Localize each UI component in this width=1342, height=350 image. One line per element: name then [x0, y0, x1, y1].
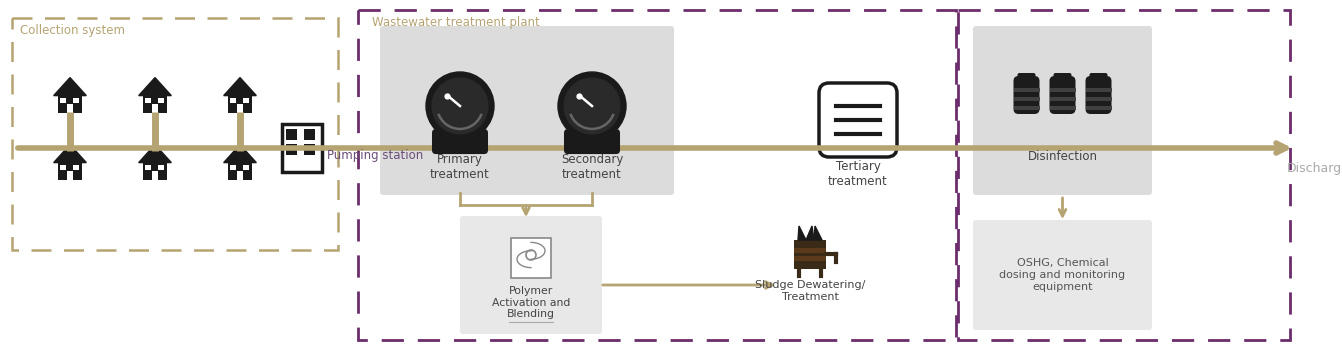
FancyBboxPatch shape: [152, 104, 158, 113]
FancyBboxPatch shape: [60, 164, 66, 170]
Bar: [358, 10, 956, 340]
FancyBboxPatch shape: [973, 220, 1151, 330]
Bar: [1013, 88, 1040, 92]
FancyBboxPatch shape: [564, 129, 620, 154]
Text: Discharge: Discharge: [1287, 162, 1342, 175]
FancyBboxPatch shape: [1053, 73, 1071, 81]
Text: Tertiary
treatment: Tertiary treatment: [828, 160, 888, 188]
Polygon shape: [798, 226, 807, 240]
Bar: [958, 10, 1290, 340]
Text: Pumping station: Pumping station: [327, 149, 423, 162]
Bar: [12, 18, 338, 250]
Text: Secondary
treatment: Secondary treatment: [561, 153, 623, 181]
FancyBboxPatch shape: [58, 163, 82, 180]
FancyBboxPatch shape: [236, 104, 243, 113]
FancyBboxPatch shape: [60, 98, 66, 103]
Polygon shape: [224, 145, 256, 163]
Circle shape: [564, 78, 620, 134]
FancyBboxPatch shape: [229, 164, 236, 170]
Polygon shape: [807, 226, 815, 240]
FancyBboxPatch shape: [1013, 76, 1040, 114]
FancyBboxPatch shape: [67, 171, 74, 180]
FancyBboxPatch shape: [282, 124, 322, 172]
FancyBboxPatch shape: [460, 216, 603, 334]
FancyBboxPatch shape: [1017, 73, 1036, 81]
FancyBboxPatch shape: [432, 129, 488, 154]
Text: OSHG, Chemical
dosing and monitoring
equipment: OSHG, Chemical dosing and monitoring equ…: [1000, 258, 1126, 292]
Bar: [1049, 97, 1075, 101]
FancyBboxPatch shape: [794, 248, 825, 253]
FancyBboxPatch shape: [236, 171, 243, 180]
FancyBboxPatch shape: [286, 129, 297, 140]
FancyBboxPatch shape: [1086, 76, 1111, 114]
Bar: [1086, 106, 1111, 110]
FancyBboxPatch shape: [67, 104, 74, 113]
FancyBboxPatch shape: [243, 98, 250, 103]
FancyBboxPatch shape: [1090, 73, 1107, 81]
FancyBboxPatch shape: [243, 164, 250, 170]
Polygon shape: [138, 145, 172, 163]
FancyBboxPatch shape: [74, 98, 79, 103]
FancyBboxPatch shape: [794, 264, 825, 269]
Circle shape: [425, 72, 494, 140]
Bar: [1049, 106, 1075, 110]
Bar: [1086, 97, 1111, 101]
Bar: [1013, 97, 1040, 101]
Bar: [1049, 88, 1075, 92]
FancyBboxPatch shape: [145, 98, 150, 103]
FancyBboxPatch shape: [973, 26, 1151, 195]
Text: Primary
treatment: Primary treatment: [431, 153, 490, 181]
FancyBboxPatch shape: [228, 96, 252, 113]
Text: Polymer
Activation and
Blending: Polymer Activation and Blending: [491, 286, 570, 319]
Circle shape: [558, 72, 625, 140]
FancyBboxPatch shape: [511, 238, 552, 278]
Bar: [1086, 88, 1111, 92]
Polygon shape: [54, 78, 86, 96]
Text: Sludge Dewatering/
Treatment: Sludge Dewatering/ Treatment: [754, 280, 866, 302]
FancyBboxPatch shape: [380, 26, 674, 195]
Text: Disinfection: Disinfection: [1028, 150, 1098, 163]
FancyBboxPatch shape: [158, 98, 164, 103]
Bar: [1013, 106, 1040, 110]
FancyBboxPatch shape: [152, 171, 158, 180]
FancyBboxPatch shape: [305, 144, 315, 155]
FancyBboxPatch shape: [142, 163, 168, 180]
Text: Wastewater treatment plant: Wastewater treatment plant: [372, 16, 539, 29]
FancyBboxPatch shape: [58, 96, 82, 113]
FancyBboxPatch shape: [229, 98, 236, 103]
FancyBboxPatch shape: [794, 240, 825, 266]
FancyBboxPatch shape: [305, 129, 315, 140]
Polygon shape: [54, 145, 86, 163]
FancyBboxPatch shape: [142, 96, 168, 113]
Circle shape: [432, 78, 488, 134]
FancyBboxPatch shape: [794, 256, 825, 261]
FancyBboxPatch shape: [74, 164, 79, 170]
FancyBboxPatch shape: [228, 163, 252, 180]
Polygon shape: [815, 226, 823, 240]
FancyBboxPatch shape: [1049, 76, 1075, 114]
FancyBboxPatch shape: [145, 164, 150, 170]
FancyBboxPatch shape: [158, 164, 164, 170]
FancyBboxPatch shape: [286, 144, 297, 155]
Polygon shape: [224, 78, 256, 96]
Polygon shape: [138, 78, 172, 96]
Text: Collection system: Collection system: [20, 24, 125, 37]
FancyBboxPatch shape: [819, 83, 896, 157]
